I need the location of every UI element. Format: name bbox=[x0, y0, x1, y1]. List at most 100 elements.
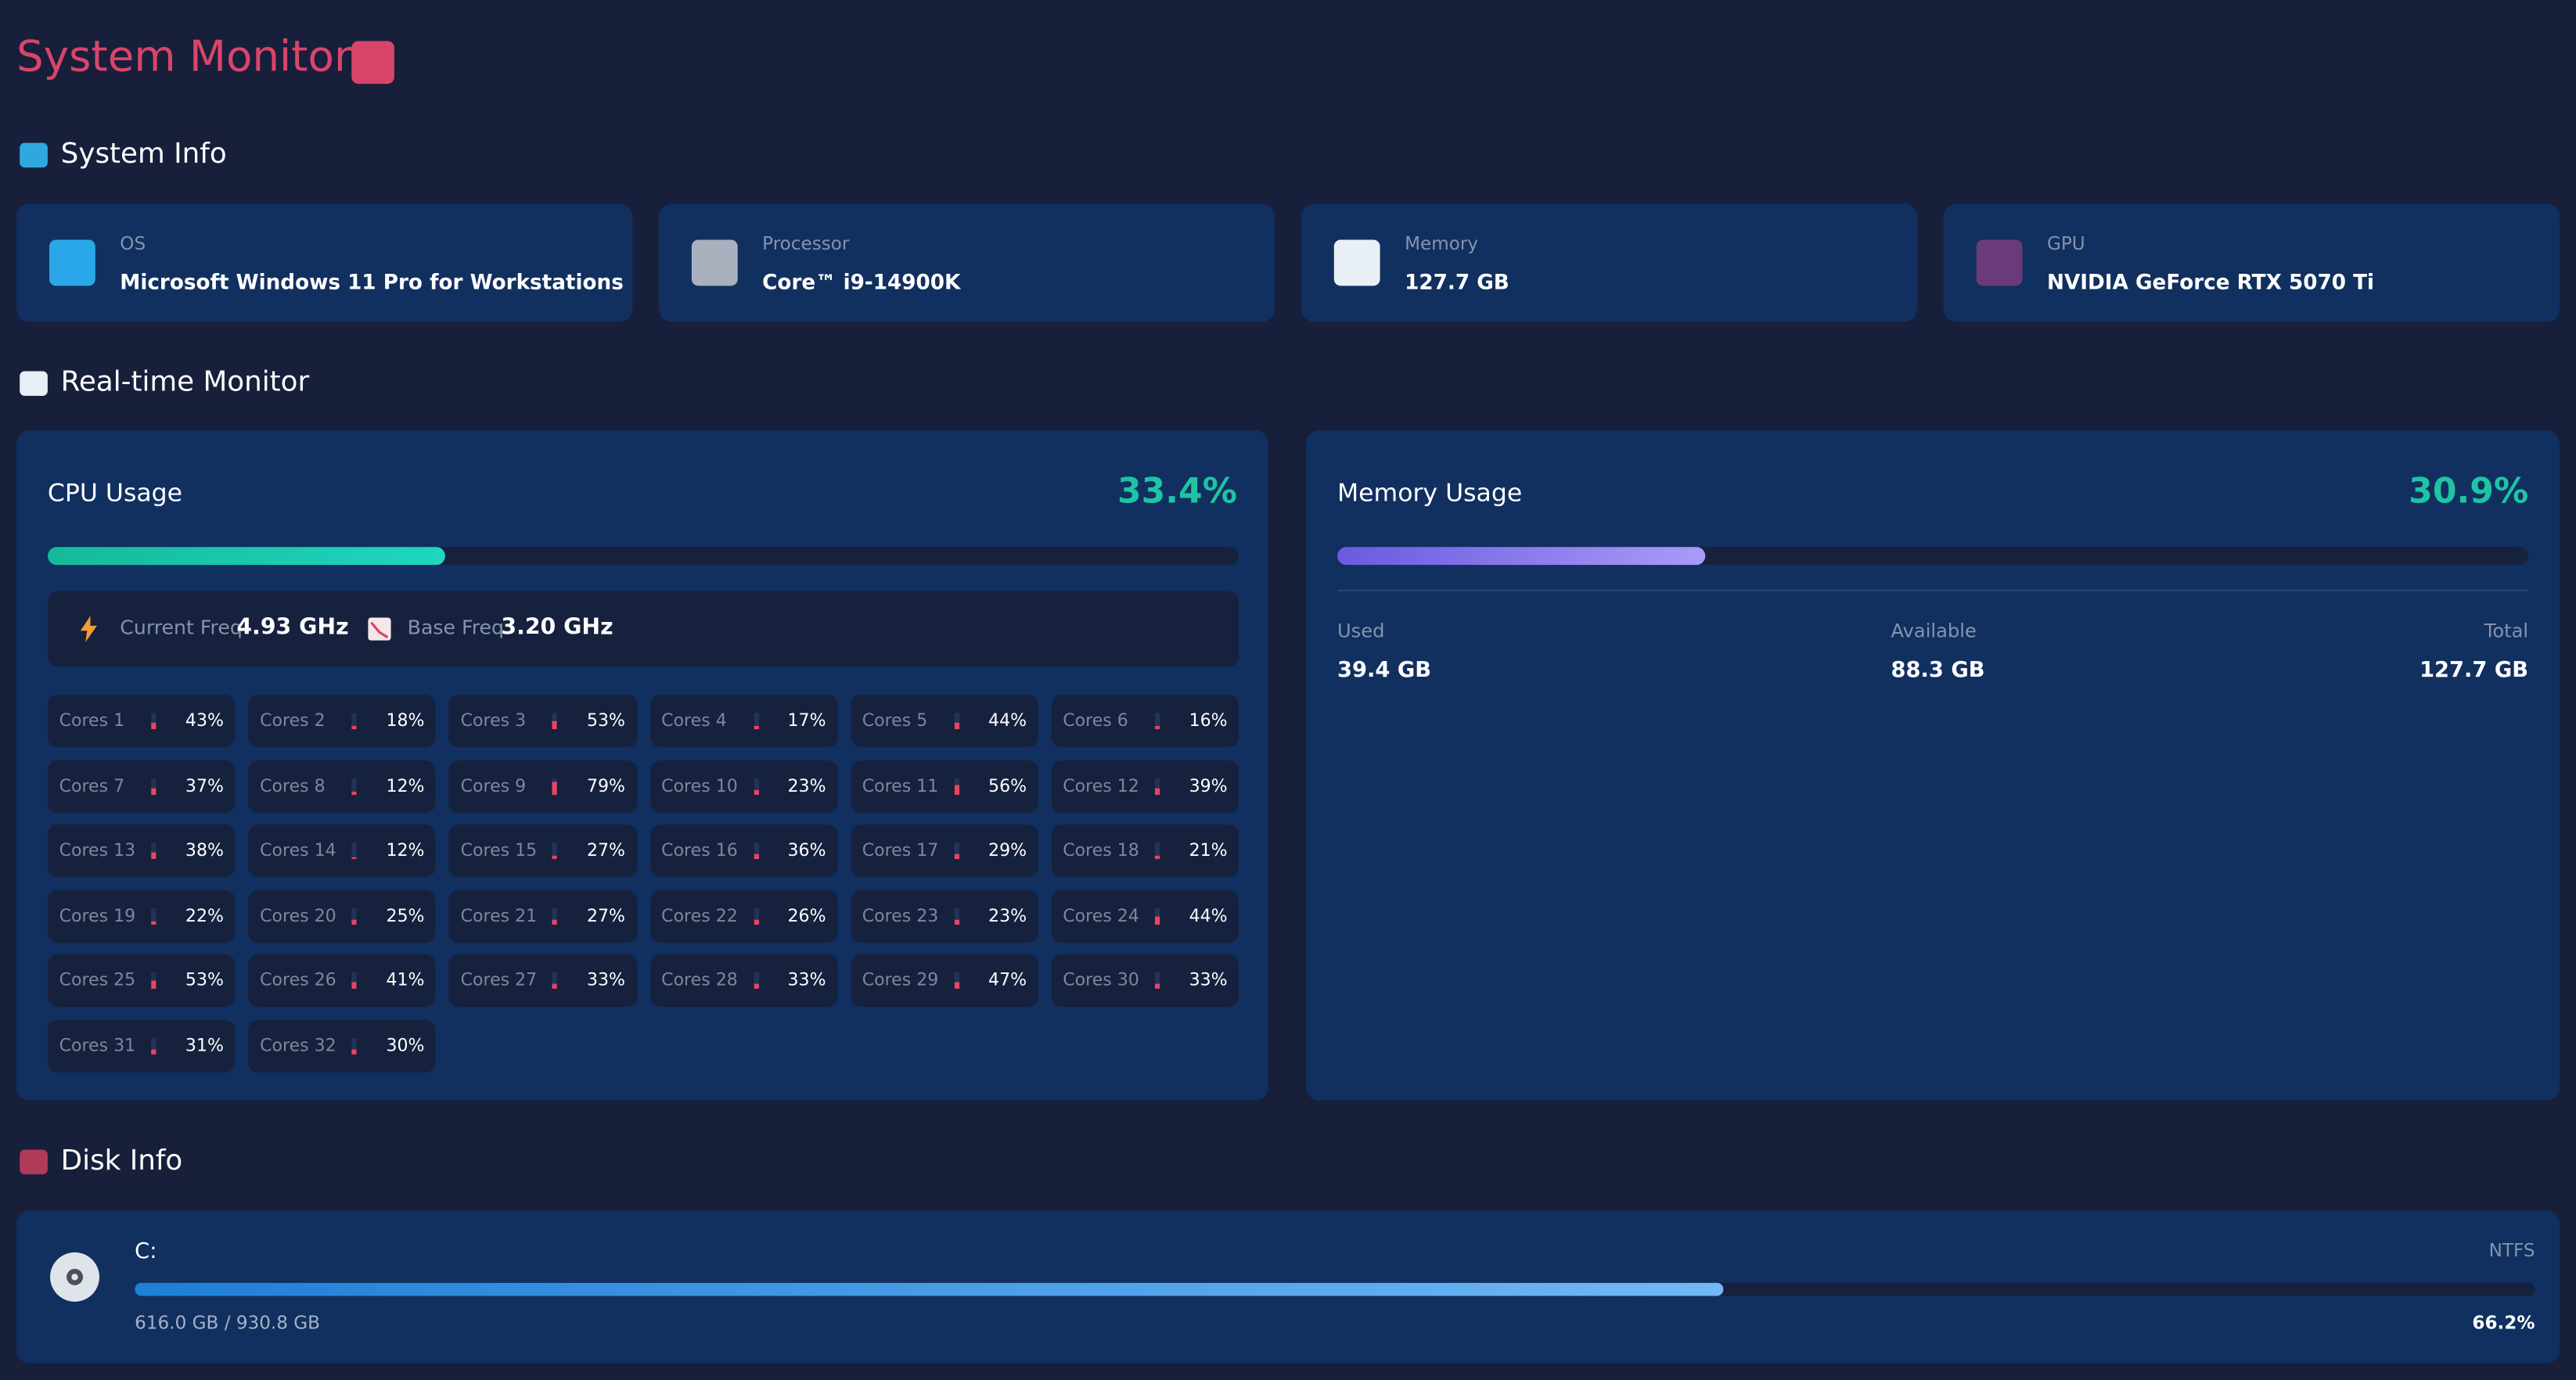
core-value: 37% bbox=[185, 776, 224, 796]
disk-usage-bar bbox=[135, 1282, 1724, 1296]
disk-name: C: bbox=[135, 1240, 157, 1265]
core-name: Cores 7 bbox=[59, 776, 125, 796]
card-icon bbox=[1976, 239, 2023, 286]
core-bar bbox=[954, 785, 959, 795]
core-card: Cores 14 12% bbox=[248, 825, 437, 878]
core-bar bbox=[552, 919, 558, 925]
core-value: 18% bbox=[386, 711, 425, 731]
core-bar bbox=[1154, 983, 1160, 990]
core-value: 39% bbox=[1189, 776, 1228, 796]
core-value: 27% bbox=[586, 841, 625, 861]
core-name: Cores 19 bbox=[59, 906, 136, 926]
core-name: Cores 8 bbox=[260, 776, 326, 796]
core-track bbox=[954, 843, 959, 860]
core-value: 33% bbox=[787, 971, 826, 991]
cpu-title: CPU Usage bbox=[47, 477, 183, 508]
core-card: Cores 17 29% bbox=[851, 825, 1038, 878]
core-card: Cores 21 27% bbox=[448, 889, 637, 943]
info-card: Processor Core™ i9-14900K bbox=[658, 203, 1275, 322]
core-track bbox=[753, 843, 759, 860]
core-card: Cores 16 36% bbox=[649, 825, 838, 878]
divider bbox=[1337, 589, 2529, 591]
memory-stat: Total 127.7 GB bbox=[2419, 620, 2528, 684]
core-name: Cores 9 bbox=[460, 776, 527, 796]
core-card: Cores 15 27% bbox=[448, 825, 637, 878]
core-value: 53% bbox=[586, 711, 625, 731]
core-track bbox=[954, 972, 959, 990]
card-icon bbox=[691, 239, 738, 286]
core-value: 33% bbox=[586, 971, 625, 991]
memory-usage-value: 30.9% bbox=[2409, 471, 2529, 511]
section-header: System Info bbox=[20, 138, 227, 171]
core-bar bbox=[954, 920, 959, 925]
core-card: Cores 3 53% bbox=[448, 695, 637, 748]
core-bar bbox=[753, 920, 759, 925]
core-bar bbox=[151, 980, 157, 990]
core-name: Cores 12 bbox=[1063, 776, 1139, 796]
core-name: Cores 30 bbox=[1063, 971, 1139, 991]
core-bar bbox=[552, 781, 558, 795]
memory-panel: Memory Usage 30.9% Used 39.4 GB Available 8… bbox=[1306, 430, 2560, 1101]
core-value: 44% bbox=[988, 711, 1027, 731]
core-value: 12% bbox=[386, 841, 425, 861]
core-bar bbox=[753, 983, 759, 990]
freq-label: Base Freq bbox=[407, 616, 504, 639]
info-card: GPU NVIDIA GeForce RTX 5070 Ti bbox=[1943, 203, 2560, 322]
core-card: Cores 30 33% bbox=[1051, 954, 1239, 1008]
core-value: 25% bbox=[386, 906, 425, 926]
core-track bbox=[351, 972, 357, 990]
core-name: Cores 5 bbox=[862, 711, 928, 731]
memory-title: Memory Usage bbox=[1337, 477, 1523, 508]
card-icon bbox=[1333, 239, 1380, 286]
memory-stat: Available 88.3 GB bbox=[1891, 620, 1985, 684]
core-name: Cores 18 bbox=[1063, 841, 1139, 861]
disk-track bbox=[135, 1282, 2535, 1296]
freq-value: 4.93 GHz bbox=[236, 614, 349, 641]
core-name: Cores 15 bbox=[460, 841, 538, 861]
core-value: 47% bbox=[988, 971, 1027, 991]
info-label: OS bbox=[120, 233, 146, 255]
cpu-panel: CPU Usage 33.4% Current Freq 4.93 GHz Ba… bbox=[16, 430, 1268, 1101]
core-grid: Cores 1 43% Cores 2 18% Cores 3 53% Cores 4 17%… bbox=[47, 695, 1239, 1073]
disk-filesystem: NTFS bbox=[2488, 1240, 2535, 1262]
core-bar bbox=[1154, 726, 1160, 730]
core-value: 53% bbox=[185, 971, 224, 991]
core-name: Cores 1 bbox=[59, 711, 125, 731]
core-track bbox=[151, 843, 157, 860]
disk-usage-percent: 66.2% bbox=[2472, 1312, 2535, 1334]
core-value: 22% bbox=[185, 906, 224, 926]
core-track bbox=[753, 778, 759, 795]
core-track bbox=[1154, 843, 1160, 860]
core-track bbox=[552, 972, 558, 990]
core-card: Cores 26 41% bbox=[248, 954, 437, 1008]
disk-usage-text: 616.0 GB / 930.8 GB bbox=[135, 1312, 321, 1334]
freq-label: Current Freq bbox=[120, 616, 243, 639]
core-track bbox=[552, 843, 558, 860]
core-track bbox=[1154, 778, 1160, 795]
info-label: Memory bbox=[1405, 233, 1479, 255]
core-bar bbox=[151, 788, 157, 795]
cpu-usage-bar bbox=[47, 547, 446, 566]
core-name: Cores 20 bbox=[260, 906, 336, 926]
core-track bbox=[351, 778, 357, 795]
stat-label: Used bbox=[1337, 619, 1385, 642]
section-header: Disk Info bbox=[20, 1145, 182, 1177]
stat-label: Total bbox=[2484, 619, 2529, 642]
info-value: NVIDIA GeForce RTX 5070 Ti bbox=[2046, 269, 2375, 294]
core-card: Cores 4 17% bbox=[649, 695, 838, 748]
core-card: Cores 13 38% bbox=[47, 825, 236, 878]
info-label: Processor bbox=[762, 233, 850, 255]
core-name: Cores 13 bbox=[59, 841, 136, 861]
core-bar bbox=[1154, 917, 1160, 925]
core-value: 27% bbox=[586, 906, 625, 926]
core-name: Cores 6 bbox=[1063, 711, 1128, 731]
core-track bbox=[151, 972, 157, 990]
core-name: Cores 25 bbox=[59, 971, 136, 991]
core-bar bbox=[753, 790, 759, 795]
section-icon bbox=[20, 370, 48, 395]
core-track bbox=[753, 907, 759, 925]
core-name: Cores 4 bbox=[661, 711, 727, 731]
core-name: Cores 3 bbox=[460, 711, 527, 731]
info-card: OS Microsoft Windows 11 Pro for Workstati… bbox=[16, 203, 633, 322]
core-value: 56% bbox=[988, 776, 1027, 796]
